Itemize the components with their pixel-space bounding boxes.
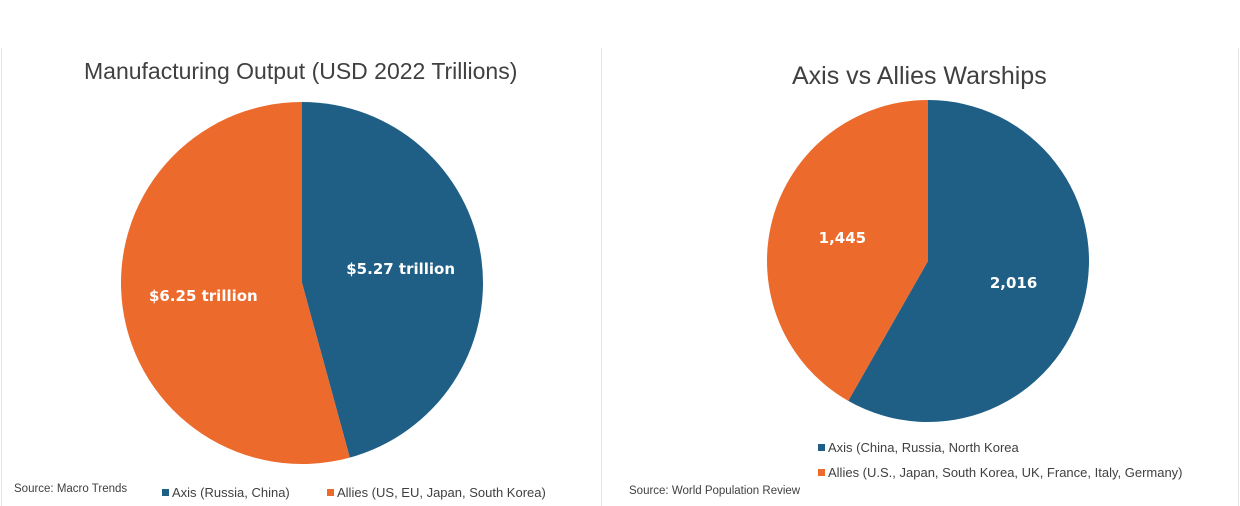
- data-label-allies: $6.25 trillion: [149, 287, 258, 305]
- legend-swatch-axis: [162, 489, 169, 496]
- data-label-allies: 1,445: [819, 229, 866, 247]
- chart-title: Axis vs Allies Warships: [792, 62, 1047, 90]
- source-note: Source: Macro Trends: [14, 483, 128, 495]
- legend-label-allies: Allies (US, EU, Japan, South Korea): [337, 485, 546, 500]
- divider-right-edge: [1238, 48, 1239, 506]
- divider-left-edge: [1, 48, 2, 506]
- source-note: Source: World Population Review: [629, 485, 801, 497]
- legend-label-axis: Axis (Russia, China): [172, 485, 290, 500]
- legend-swatch-axis: [818, 444, 825, 451]
- warships-pie-chart: 2,016 1,445: [767, 100, 1089, 423]
- divider-middle: [601, 48, 602, 506]
- legend-item-allies: Allies (U.S., Japan, South Korea, UK, Fr…: [818, 465, 1183, 480]
- legend-label-axis: Axis (China, Russia, North Korea: [828, 440, 1019, 455]
- manufacturing-chart-panel: Manufacturing Output (USD 2022 Trillions…: [0, 48, 600, 506]
- pie-slice-axis: [848, 100, 1089, 423]
- data-label-axis: 2,016: [990, 274, 1037, 292]
- legend-item-allies: Allies (US, EU, Japan, South Korea): [327, 485, 546, 500]
- chart-title: Manufacturing Output (USD 2022 Trillions…: [84, 58, 518, 84]
- legend-item-axis: Axis (Russia, China): [162, 485, 290, 500]
- pie-slice-allies: [767, 100, 928, 401]
- warships-chart-panel: Axis vs Allies Warships 2,016 1,445 Sourc…: [602, 48, 1240, 506]
- legend-label-allies: Allies (U.S., Japan, South Korea, UK, Fr…: [828, 465, 1183, 480]
- manufacturing-pie-chart: $5.27 trillion $6.25 trillion: [121, 102, 484, 464]
- legend-swatch-allies: [327, 489, 334, 496]
- pie-slice-allies: [121, 102, 350, 464]
- legend-item-axis: Axis (China, Russia, North Korea: [818, 440, 1019, 455]
- pie-slice-axis: [302, 102, 484, 458]
- data-label-axis: $5.27 trillion: [346, 260, 455, 278]
- legend-swatch-allies: [818, 469, 825, 476]
